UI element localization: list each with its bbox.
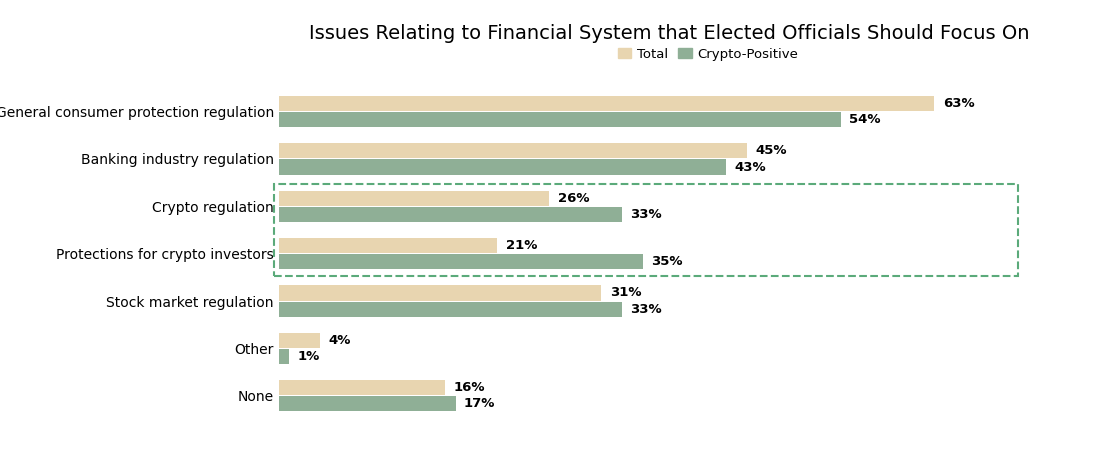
- Bar: [279, 238, 497, 253]
- Bar: [279, 254, 643, 269]
- Bar: [279, 143, 747, 158]
- Bar: [279, 396, 456, 411]
- Bar: [273, 184, 1018, 277]
- Text: 43%: 43%: [735, 160, 766, 173]
- Bar: [279, 96, 934, 111]
- Text: 33%: 33%: [630, 303, 662, 316]
- Text: 26%: 26%: [558, 192, 589, 205]
- Text: 4%: 4%: [329, 334, 351, 347]
- Bar: [279, 191, 550, 206]
- Bar: [279, 286, 601, 300]
- Text: 31%: 31%: [610, 286, 641, 299]
- Text: 35%: 35%: [651, 255, 682, 268]
- Bar: [279, 207, 622, 222]
- Text: 16%: 16%: [454, 381, 485, 394]
- Bar: [279, 159, 726, 175]
- Text: 33%: 33%: [630, 208, 662, 221]
- Bar: [279, 349, 289, 364]
- Bar: [279, 112, 841, 127]
- Bar: [279, 380, 445, 395]
- Text: 63%: 63%: [942, 97, 975, 110]
- Bar: [279, 333, 320, 348]
- Text: 45%: 45%: [755, 145, 787, 158]
- Text: 54%: 54%: [849, 113, 881, 126]
- Text: 1%: 1%: [298, 350, 320, 363]
- Bar: [279, 302, 622, 317]
- Title: Issues Relating to Financial System that Elected Officials Should Focus On: Issues Relating to Financial System that…: [309, 24, 1029, 43]
- Text: 21%: 21%: [505, 239, 537, 252]
- Text: 17%: 17%: [464, 397, 495, 410]
- Legend: Total, Crypto-Positive: Total, Crypto-Positive: [613, 43, 803, 66]
